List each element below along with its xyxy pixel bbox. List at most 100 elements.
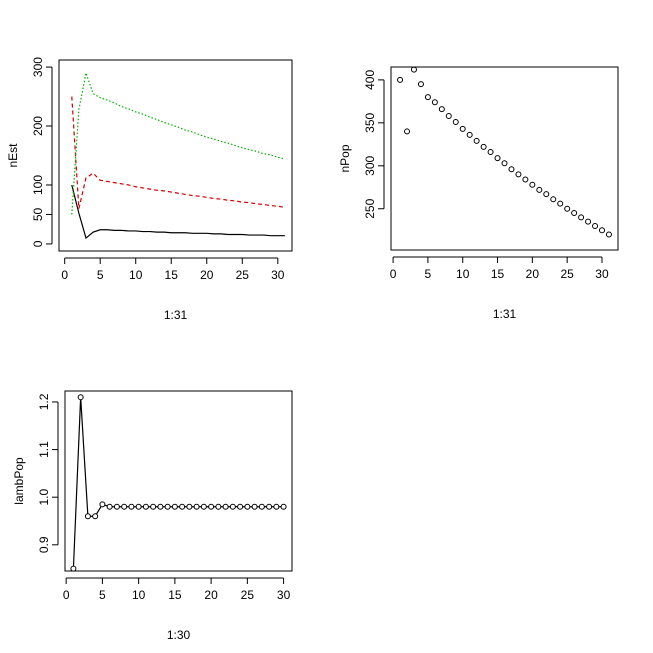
point: [438, 106, 445, 113]
point: [410, 66, 417, 73]
point: [237, 503, 244, 510]
x-tick-label: 10: [456, 267, 470, 281]
point: [186, 503, 193, 510]
point: [515, 171, 522, 178]
point: [258, 503, 265, 510]
point: [229, 503, 236, 510]
point: [585, 218, 592, 225]
point: [536, 186, 543, 193]
y-tick-label: 300: [31, 57, 45, 77]
point: [578, 214, 585, 221]
point: [121, 503, 128, 510]
y-tick-label: 300: [363, 155, 377, 175]
point: [543, 191, 550, 198]
line: [71, 96, 285, 209]
y-axis-label: nPop: [338, 144, 352, 172]
line: [72, 397, 284, 569]
point: [473, 137, 480, 144]
point: [77, 394, 84, 401]
x-tick-label: 0: [63, 588, 70, 602]
y-tick-label: 0: [31, 240, 45, 247]
x-tick-label: 20: [204, 588, 218, 602]
point: [417, 81, 424, 88]
point: [459, 125, 466, 132]
point: [564, 205, 571, 212]
point: [84, 513, 91, 520]
point: [404, 128, 411, 135]
y-tick-label: 1.1: [37, 441, 51, 458]
y-tick-label: 1.2: [37, 393, 51, 410]
y-axis-label: lambPop: [12, 457, 26, 505]
y-tick-label: 0.9: [37, 536, 51, 553]
point: [466, 131, 473, 138]
point: [157, 503, 164, 510]
point: [592, 222, 599, 229]
point: [208, 503, 215, 510]
x-tick-label: 25: [236, 268, 250, 282]
x-axis-label: 1:31: [164, 308, 188, 322]
x-tick-label: 15: [165, 268, 179, 282]
point: [452, 118, 459, 125]
x-tick-label: 25: [241, 588, 255, 602]
y-tick-label: 250: [363, 198, 377, 218]
y-tick-label: 50: [31, 207, 45, 221]
point: [142, 503, 149, 510]
point: [494, 155, 501, 162]
plot-box: [390, 66, 619, 251]
point: [200, 503, 207, 510]
point: [135, 503, 142, 510]
point: [92, 513, 99, 520]
x-tick-label: 15: [491, 267, 505, 281]
point: [550, 196, 557, 203]
point: [106, 503, 113, 510]
y-tick-label: 400: [363, 70, 377, 90]
point: [251, 503, 258, 510]
line: [71, 184, 285, 240]
x-axis-label: 1:31: [493, 307, 517, 321]
y-tick-label: 1.0: [37, 489, 51, 506]
y-axis-label: nEst: [6, 143, 20, 168]
point: [215, 503, 222, 510]
plot-box: [64, 390, 293, 572]
point: [605, 231, 612, 238]
y-tick-label: 350: [363, 113, 377, 133]
point: [280, 503, 287, 510]
point: [557, 200, 564, 207]
point: [164, 503, 171, 510]
point: [179, 503, 186, 510]
x-tick-label: 10: [129, 268, 143, 282]
line: [71, 70, 286, 215]
x-tick-label: 20: [526, 267, 540, 281]
point: [244, 503, 251, 510]
x-tick-label: 30: [271, 268, 285, 282]
point: [397, 76, 404, 83]
point: [266, 503, 273, 510]
point: [571, 210, 578, 217]
plot-box: [58, 59, 293, 252]
point: [431, 99, 438, 106]
point: [171, 503, 178, 510]
point: [128, 503, 135, 510]
x-tick-label: 15: [168, 588, 182, 602]
point: [487, 149, 494, 156]
x-tick-label: 5: [99, 588, 106, 602]
x-axis-label: 1:30: [167, 628, 191, 642]
point: [273, 503, 280, 510]
x-tick-label: 5: [425, 267, 432, 281]
y-tick-label: 100: [31, 175, 45, 195]
point: [598, 227, 605, 234]
point: [113, 503, 120, 510]
x-tick-label: 25: [560, 267, 574, 281]
x-tick-label: 0: [61, 268, 68, 282]
x-tick-label: 0: [390, 267, 397, 281]
y-tick-label: 200: [31, 116, 45, 136]
x-tick-label: 30: [595, 267, 609, 281]
point: [445, 112, 452, 119]
point: [99, 501, 106, 508]
point: [193, 503, 200, 510]
point: [222, 503, 229, 510]
point: [522, 176, 529, 183]
point: [70, 565, 77, 572]
point: [529, 181, 536, 188]
